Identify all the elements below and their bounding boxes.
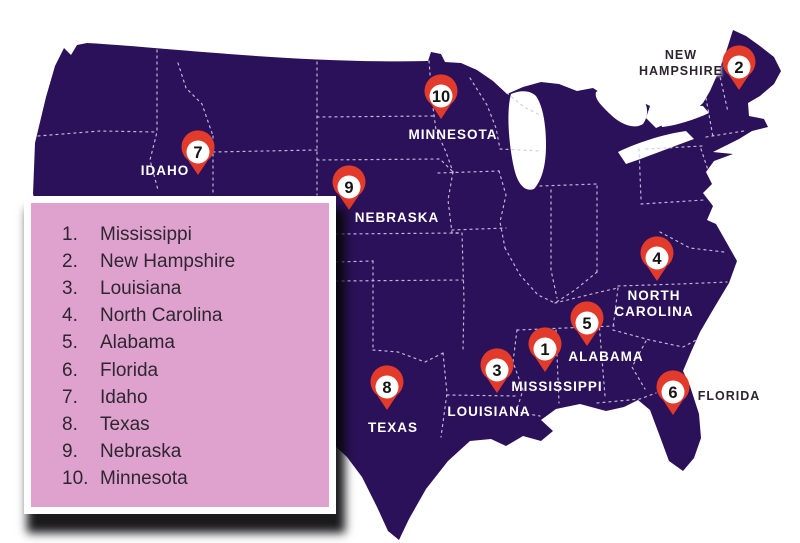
pin-inner-circle [661,380,685,404]
legend-item-number: 2. [62,250,78,272]
legend-item: 5. Alabama [62,330,329,357]
great-lakes [508,86,709,190]
legend-item-name: Texas [100,413,150,435]
legend-box: 1. Mississippi 2. New Hampshire 3. Louis… [24,196,336,514]
legend-item: 10. Minnesota [62,466,329,493]
map-pin-alabama[interactable]: 5 [565,301,609,357]
legend-item: 9. Nebraska [62,439,329,466]
legend-item-number: 10. [62,468,89,490]
lake-ontario [659,105,709,127]
pin-number: 4 [652,250,662,268]
pin-inner-circle [575,311,599,335]
pin-marker-icon: 3 [480,348,514,393]
legend-item-name: Alabama [100,332,175,354]
pin-marker-icon: 2 [722,45,756,90]
pin-number: 6 [668,384,677,402]
pin-number: 3 [492,362,501,380]
legend-item-name: Louisiana [100,277,182,299]
map-pin-idaho[interactable]: 7 [176,130,220,186]
map-pin-louisiana[interactable]: 3 [475,348,519,404]
legend-item: 3. Louisiana [62,275,329,302]
legend-item: 7. Idaho [62,384,329,411]
map-pin-mississippi[interactable]: 1 [523,327,567,383]
legend-item-name: Nebraska [100,441,182,463]
map-pin-new-hampshire[interactable]: 2 [717,45,761,101]
pin-marker-icon: 1 [528,327,562,372]
legend-list: 1. Mississippi 2. New Hampshire 3. Louis… [31,203,329,493]
legend-item-number: 4. [62,305,78,327]
pin-inner-circle [533,337,557,361]
pin-marker-icon: 7 [181,130,215,175]
lake-huron [595,86,648,127]
pin-inner-circle [375,375,399,399]
pin-marker-icon: 6 [656,370,690,415]
pin-inner-circle [485,358,509,382]
lake-michigan [508,91,546,190]
map-pin-nebraska[interactable]: 9 [327,165,371,221]
pin-number: 1 [540,341,549,359]
pin-inner-circle [186,140,210,164]
map-pin-texas[interactable]: 8 [365,365,409,421]
legend-item: 1. Mississippi [62,221,329,248]
legend-item: 8. Texas [62,411,329,438]
pin-marker-icon: 9 [332,165,366,210]
map-pin-north-carolina[interactable]: 4 [635,236,679,292]
pin-number: 10 [432,88,450,106]
pin-number: 9 [344,179,353,197]
legend-item-name: New Hampshire [100,250,236,272]
legend-item-name: Mississippi [100,223,192,245]
legend-item-number: 3. [62,277,78,299]
pin-inner-circle [337,175,361,199]
lake-erie [618,131,694,164]
pin-marker-icon: 4 [640,236,674,281]
legend-item-number: 9. [62,441,78,463]
map-pin-florida[interactable]: 6 [651,370,695,426]
pin-marker-icon: 8 [370,365,404,410]
pin-inner-circle [727,55,751,79]
legend-item-number: 8. [62,413,78,435]
legend-item-number: 1. [62,223,78,245]
legend-item: 6. Florida [62,357,329,384]
pin-inner-circle [645,246,669,270]
pin-number: 2 [734,59,743,77]
legend-item-name: Idaho [100,386,148,408]
legend-item: 2. New Hampshire [62,248,329,275]
legend-item-name: North Carolina [100,305,223,327]
legend-item-number: 6. [62,359,78,381]
legend-item-name: Minnesota [100,468,188,490]
legend-item: 4. North Carolina [62,303,329,330]
pin-inner-circle [429,84,453,108]
legend-item-number: 5. [62,332,78,354]
pin-marker-icon: 10 [424,74,458,119]
pin-number: 8 [382,379,391,397]
pin-number: 7 [193,144,202,162]
pin-number: 5 [582,315,591,333]
pin-marker-icon: 5 [570,301,604,346]
legend-item-number: 7. [62,386,78,408]
legend-item-name: Florida [100,359,159,381]
map-pin-minnesota[interactable]: 10 [419,74,463,130]
